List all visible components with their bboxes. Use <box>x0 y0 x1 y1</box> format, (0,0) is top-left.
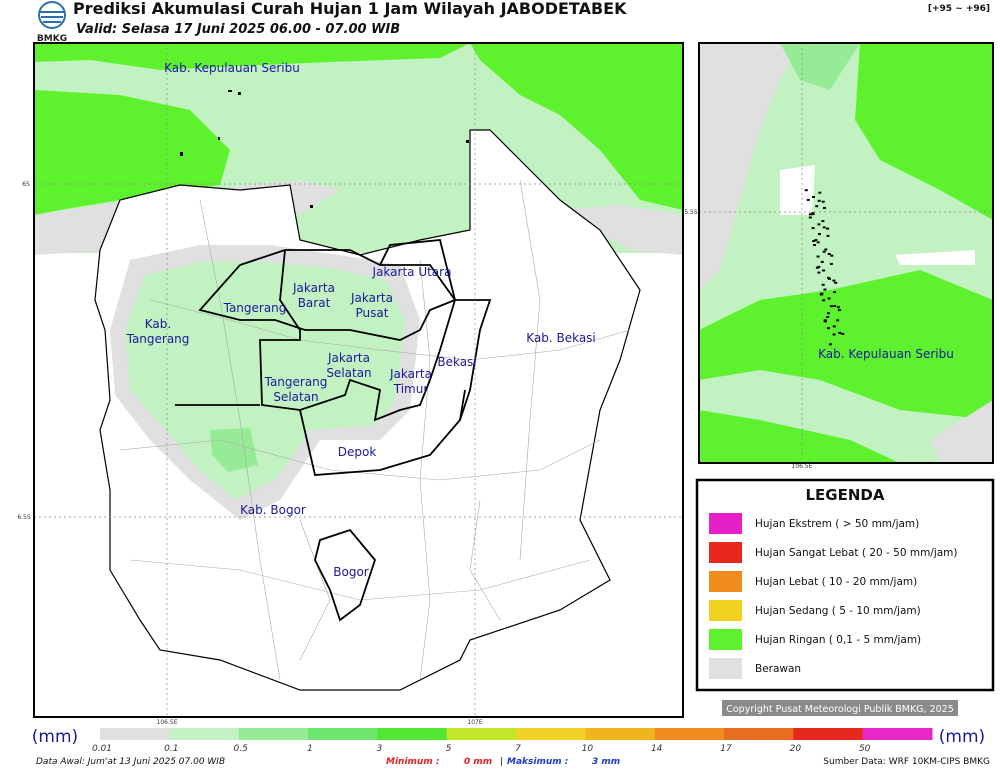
code: [+95 ~ +96] <box>928 4 990 14</box>
region-label: Pusat <box>356 306 389 320</box>
separator: | <box>500 757 503 767</box>
colorbar-segment <box>585 728 656 740</box>
colorbar-tick: 0.5 <box>234 744 249 754</box>
colorbar-segment <box>238 728 309 740</box>
title: Prediksi Akumulasi Curah Hujan 1 Jam Wil… <box>73 0 627 18</box>
region-label: Timur <box>393 382 429 396</box>
colorbar-segment <box>654 728 725 740</box>
legend-label: Hujan Ringan ( 0,1 - 5 mm/jam) <box>755 634 921 646</box>
colorbar-tick: 14 <box>651 744 663 754</box>
colorbar-tick: 1 <box>307 744 313 754</box>
colorbar-tick: 17 <box>720 744 732 754</box>
colorbar-tick: 10 <box>582 744 594 754</box>
colorbar-segment <box>446 728 517 740</box>
region-label: Jakarta <box>292 281 335 295</box>
legend-swatch <box>709 513 742 534</box>
legend-title: LEGENDA <box>806 486 885 504</box>
region-label: Tangerang <box>223 301 287 315</box>
legend-swatch <box>709 542 742 563</box>
legend-label: Hujan Sedang ( 5 - 10 mm/jam) <box>755 605 921 617</box>
colorbar-tick: 0.01 <box>92 744 112 754</box>
colorbar-unit: (mm) <box>32 727 78 747</box>
region-label: Barat <box>298 296 331 310</box>
colorbar-unit: (mm) <box>939 727 985 747</box>
grid-label: 5.5S <box>684 209 698 216</box>
region-label: Depok <box>338 445 377 459</box>
colorbar-tick: 5 <box>446 744 452 754</box>
colorbar-segment <box>724 728 794 740</box>
copyright-bg <box>722 700 958 716</box>
max-label: Maksimum : <box>507 757 568 767</box>
min-label: Minimum : <box>386 757 439 767</box>
grid-lines <box>34 43 683 717</box>
colorbar-segment <box>793 728 864 740</box>
source: Sumber Data: WRF 10KM-CIPS BMKG <box>823 757 990 767</box>
legend-label: Hujan Lebat ( 10 - 20 mm/jam) <box>755 576 917 588</box>
valid-time: Valid: Selasa 17 Juni 2025 06.00 - 07.00… <box>76 22 400 37</box>
legend-label: Hujan Sangat Lebat ( 20 - 50 mm/jam) <box>755 547 958 559</box>
min-value: 0 mm <box>464 757 492 767</box>
logo-text: BMKG <box>37 34 67 44</box>
grid-label: 107E <box>467 719 482 726</box>
legend-swatch <box>709 571 742 592</box>
legend-swatch <box>709 658 742 679</box>
inset-label: Kab. Kepulauan Seribu <box>818 347 954 361</box>
data-awal: Data Awal: Jum'at 13 Juni 2025 07.00 WIB <box>36 757 225 767</box>
colorbar-segment <box>862 728 933 740</box>
colorbar-tick: 20 <box>790 744 802 754</box>
region-label: Jakarta <box>350 291 393 305</box>
colorbar-segment <box>308 728 378 740</box>
colorbar-segment <box>169 728 240 740</box>
region-label: Selatan <box>326 366 371 380</box>
region-label: Kab. <box>145 317 171 331</box>
grid-label: 106.5E <box>792 463 813 470</box>
region-label: Bekasi <box>437 355 476 369</box>
legend-label: Hujan Ekstrem ( > 50 mm/jam) <box>755 518 919 530</box>
main-map: Kab. Kepulauan Seribu Jakarta Utara Jakart… <box>34 43 683 717</box>
colorbar-segment <box>516 728 586 740</box>
region-label: Jakarta <box>327 351 370 365</box>
grid-label: 106.5E <box>157 719 178 726</box>
region-label: Selatan <box>273 390 318 404</box>
region-label: Jakarta <box>389 367 432 381</box>
inset-frame <box>698 42 994 464</box>
region-label: Bogor <box>333 565 369 579</box>
legend-label: Berawan <box>755 663 801 675</box>
region-label: Kab. Bogor <box>240 503 306 517</box>
colorbar-tick: 0.1 <box>164 744 178 754</box>
colorbar-tick: 50 <box>859 744 871 754</box>
colorbar-tick: 7 <box>515 744 521 754</box>
legend-box <box>695 478 995 692</box>
legend-swatch <box>709 629 742 650</box>
region-label: Jakarta Utara <box>372 265 452 279</box>
legend-swatch <box>709 600 742 621</box>
region-label: Tangerang <box>126 332 190 346</box>
region-label: Kab. Bekasi <box>526 331 596 345</box>
region-label: Tangerang <box>264 375 328 389</box>
colorbar-segment <box>100 728 170 740</box>
colorbar-tick: 3 <box>376 744 382 754</box>
grid-label: 6.5S <box>17 514 31 521</box>
map-frame <box>33 42 684 718</box>
grid-label: 6S <box>22 181 30 188</box>
colorbar-segment <box>377 728 448 740</box>
inset-map <box>699 43 993 463</box>
copyright: Copyright Pusat Meteorologi Publik BMKG,… <box>726 704 954 715</box>
logo: BMKG <box>37 1 67 44</box>
region-label: Kab. Kepulauan Seribu <box>164 61 300 75</box>
max-value: 3 mm <box>592 757 620 767</box>
